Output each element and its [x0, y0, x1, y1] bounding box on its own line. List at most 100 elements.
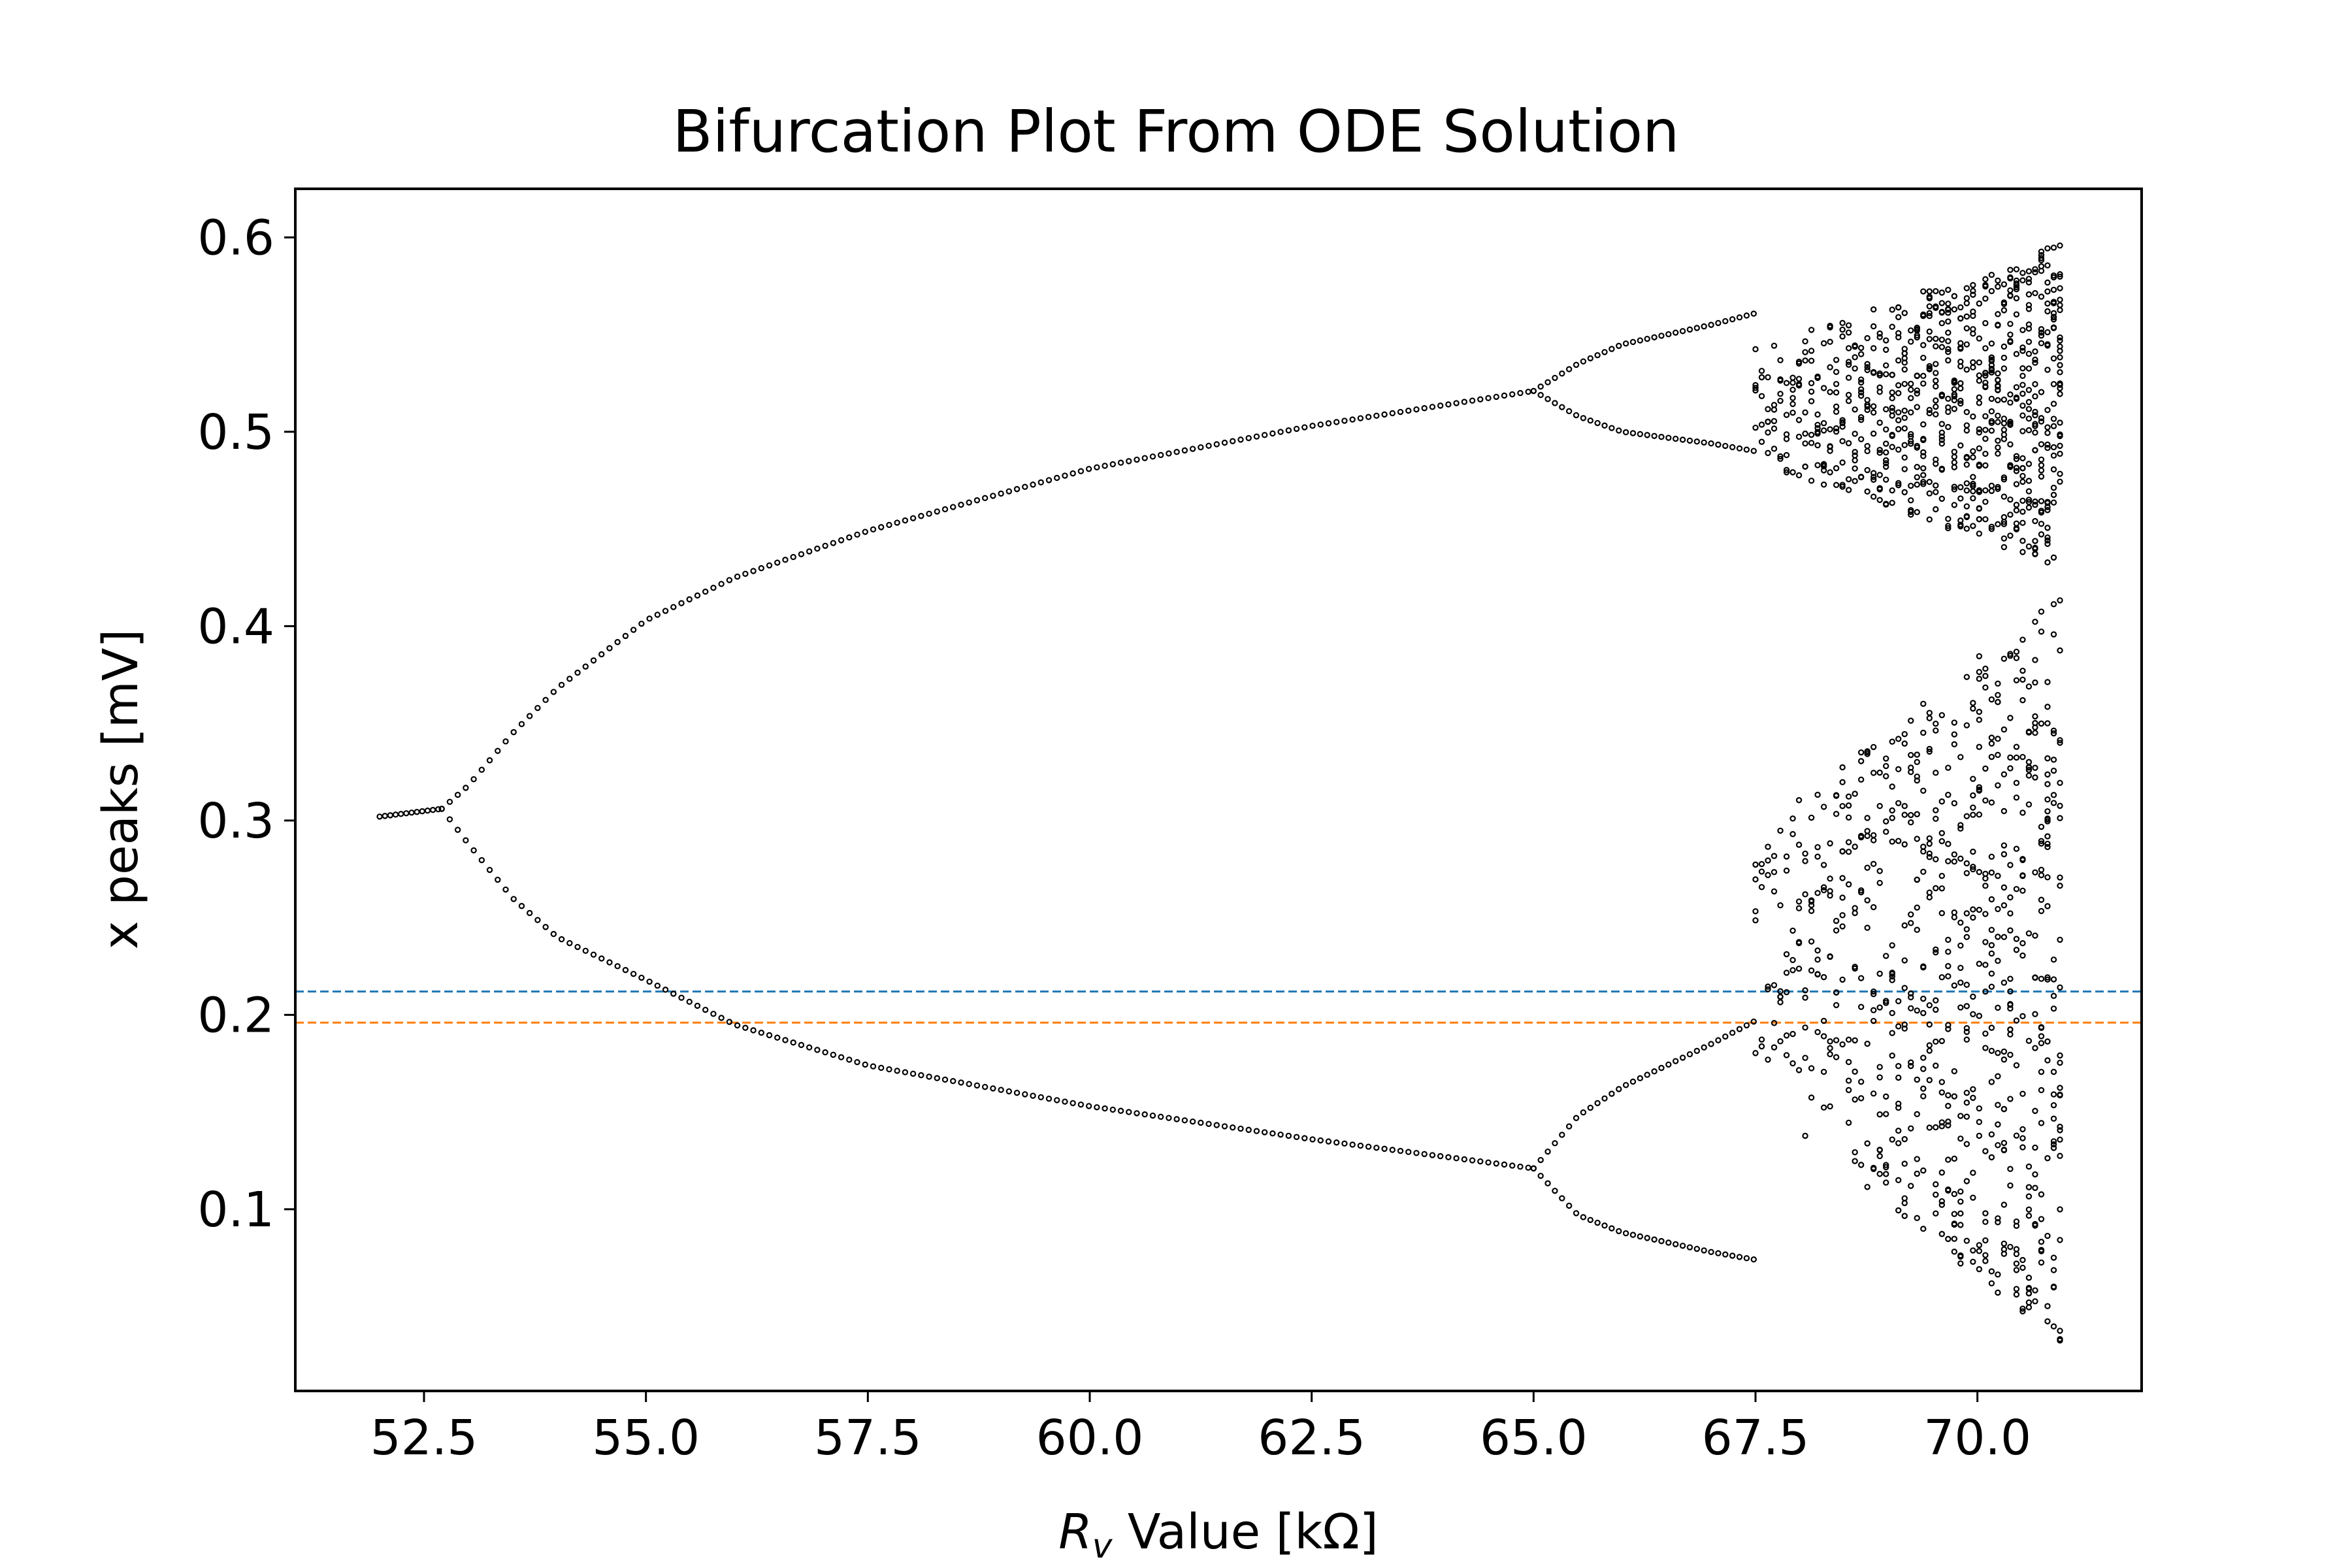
bifurcation-point — [1963, 910, 1970, 917]
bifurcation-point — [1789, 380, 1796, 386]
bifurcation-point — [1951, 731, 1958, 738]
bifurcation-point — [1995, 321, 2001, 328]
bifurcation-point — [1701, 1044, 1707, 1051]
bifurcation-point — [1995, 1215, 2001, 1222]
bifurcation-point — [1679, 1054, 1686, 1061]
bifurcation-point — [790, 553, 796, 561]
bifurcation-point — [2001, 307, 2008, 314]
bifurcation-point — [1883, 346, 1889, 353]
bifurcation-point — [1926, 295, 1933, 302]
bifurcation-point — [1808, 388, 1815, 395]
bifurcation-point — [1920, 372, 1927, 380]
bifurcation-point — [1945, 1092, 1952, 1099]
bifurcation-point — [1149, 453, 1156, 460]
bifurcation-point — [1926, 745, 1933, 753]
bifurcation-point — [1651, 1068, 1658, 1075]
bifurcation-point — [1995, 412, 2001, 419]
bifurcation-point — [1938, 1089, 1946, 1096]
bifurcation-point — [1988, 395, 1995, 402]
bifurcation-point — [1333, 419, 1340, 425]
bifurcation-point — [1845, 361, 1852, 368]
bifurcation-point — [2007, 331, 2014, 338]
bifurcation-point — [1963, 1141, 1970, 1147]
bifurcation-point — [550, 689, 557, 695]
bifurcation-point — [1963, 513, 1970, 519]
bifurcation-point — [1908, 395, 1914, 401]
bifurcation-point — [1895, 417, 1902, 423]
bifurcation-point — [1870, 904, 1877, 911]
bifurcation-point — [1857, 376, 1865, 383]
bifurcation-point — [2050, 416, 2057, 422]
x-tick-label: 55.0 — [592, 1410, 700, 1466]
bifurcation-point — [1629, 1078, 1637, 1085]
bifurcation-point — [1933, 856, 1939, 862]
bifurcation-point — [1995, 958, 2001, 964]
bifurcation-point — [1951, 1068, 1958, 1075]
bifurcation-point — [1485, 395, 1492, 402]
bifurcation-point — [2025, 399, 2033, 406]
bifurcation-point — [1957, 340, 1964, 347]
bifurcation-point — [830, 1051, 837, 1058]
bifurcation-point — [1736, 445, 1743, 452]
bifurcation-point — [1437, 402, 1444, 409]
bifurcation-point — [2019, 636, 2026, 643]
bifurcation-point — [1565, 1202, 1573, 1209]
bifurcation-point — [1908, 769, 1914, 776]
bifurcation-point — [1429, 1152, 1436, 1158]
bifurcation-point — [1752, 908, 1759, 915]
bifurcation-point — [1857, 389, 1865, 396]
bifurcation-point — [2038, 872, 2045, 879]
bifurcation-point — [1820, 973, 1827, 981]
bifurcation-point — [1783, 466, 1790, 474]
bifurcation-point — [1914, 904, 1920, 911]
bifurcation-point — [1795, 417, 1803, 423]
bifurcation-point — [1701, 1247, 1707, 1254]
bifurcation-point — [2038, 329, 2045, 336]
bifurcation-point — [1963, 1100, 1970, 1106]
bifurcation-point — [2038, 1024, 2045, 1030]
bifurcation-point — [1901, 957, 1908, 964]
bifurcation-point — [1616, 1086, 1622, 1092]
bifurcation-point — [1951, 1235, 1958, 1242]
bifurcation-point — [1901, 442, 1908, 448]
bifurcation-point — [1814, 890, 1821, 896]
bifurcation-point — [1357, 1142, 1364, 1149]
bifurcation-point — [1629, 430, 1637, 436]
bifurcation-point — [1045, 477, 1053, 483]
bifurcation-point — [1926, 313, 1933, 319]
bifurcation-point — [1982, 1218, 1989, 1225]
bifurcation-point — [2044, 498, 2051, 506]
bifurcation-point — [1945, 286, 1952, 293]
bifurcation-point — [1970, 291, 1976, 298]
bifurcation-point — [2038, 1191, 2045, 1198]
bifurcation-point — [1982, 487, 1989, 494]
bifurcation-point — [998, 1086, 1004, 1093]
bifurcation-point — [1988, 734, 1995, 741]
bifurcation-point — [1771, 982, 1778, 988]
bifurcation-point — [1795, 898, 1803, 905]
bifurcation-point — [1461, 399, 1468, 405]
bifurcation-point — [2001, 343, 2008, 350]
bifurcation-point — [1109, 1106, 1117, 1113]
bifurcation-point — [1963, 503, 1970, 510]
bifurcation-point — [510, 896, 517, 902]
bifurcation-point — [1976, 1119, 1983, 1126]
bifurcation-point — [2050, 1283, 2057, 1290]
bifurcation-point — [1857, 416, 1865, 423]
bifurcation-point — [2044, 444, 2051, 451]
bifurcation-point — [2025, 764, 2033, 771]
bifurcation-point — [1938, 1169, 1946, 1176]
bifurcation-point — [814, 546, 821, 552]
bifurcation-point — [1802, 463, 1808, 470]
bifurcation-point — [1889, 306, 1895, 313]
bifurcation-point — [1622, 1230, 1629, 1237]
bifurcation-point — [1789, 1060, 1796, 1067]
bifurcation-point — [1883, 476, 1889, 483]
bifurcation-point — [1453, 1155, 1460, 1162]
bifurcation-point — [1413, 1150, 1420, 1156]
bifurcation-point — [2019, 519, 2026, 526]
bifurcation-point — [2007, 391, 2014, 398]
bifurcation-point — [1765, 986, 1771, 992]
bifurcation-point — [1938, 1123, 1946, 1130]
bifurcation-point — [1938, 436, 1946, 443]
